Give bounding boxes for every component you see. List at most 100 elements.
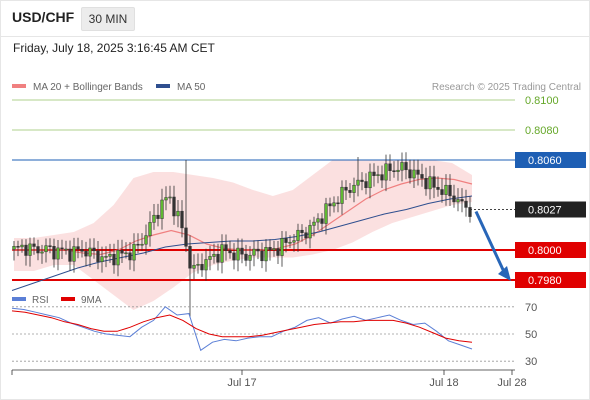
resistance-label: 0.8080 bbox=[525, 125, 559, 137]
candle-up bbox=[272, 248, 276, 251]
pivot-label: 0.8060 bbox=[528, 155, 562, 167]
candle-down bbox=[380, 174, 384, 181]
candle-down bbox=[432, 176, 436, 188]
candle-up bbox=[220, 244, 224, 263]
candle-up bbox=[352, 184, 356, 193]
candle-up bbox=[316, 218, 320, 223]
candle-up bbox=[312, 221, 316, 226]
rsi-legend-swatch bbox=[12, 297, 26, 301]
candle-down bbox=[112, 253, 116, 266]
candle-down bbox=[240, 247, 244, 255]
legend-swatch bbox=[156, 84, 170, 88]
candle-down bbox=[228, 250, 232, 254]
candle-down bbox=[16, 246, 20, 248]
candle-up bbox=[40, 251, 44, 254]
candle-up bbox=[332, 202, 336, 207]
legend-label: MA 50 bbox=[177, 82, 206, 93]
rsi-legend-label: RSI bbox=[32, 295, 49, 306]
candle-up bbox=[428, 176, 432, 190]
candle-down bbox=[24, 244, 28, 256]
time-tick-label: Jul 18 bbox=[429, 377, 458, 389]
candle-up bbox=[208, 256, 212, 260]
candle-up bbox=[376, 174, 380, 176]
candle-up bbox=[144, 235, 148, 245]
candle-up bbox=[28, 243, 32, 256]
candle-down bbox=[408, 169, 412, 179]
candle-down bbox=[424, 178, 428, 190]
candle-up bbox=[212, 253, 216, 257]
candle-down bbox=[32, 243, 36, 247]
candle-down bbox=[304, 232, 308, 239]
candle-down bbox=[276, 248, 280, 256]
candle-down bbox=[320, 218, 324, 224]
candle-up bbox=[160, 199, 164, 219]
chart-date: Friday, July 18, 2025 3:16:45 AM CET bbox=[13, 41, 215, 55]
candle-down bbox=[268, 247, 272, 251]
candle-up bbox=[264, 247, 268, 262]
candle-down bbox=[84, 250, 88, 257]
support-tag bbox=[515, 272, 586, 288]
candle-up bbox=[456, 199, 460, 203]
candle-up bbox=[368, 171, 372, 189]
resistance-label: 0.8100 bbox=[525, 95, 559, 107]
candle-up bbox=[164, 197, 168, 201]
candle-up bbox=[292, 240, 296, 243]
candle-up bbox=[44, 245, 48, 253]
candle-down bbox=[348, 190, 352, 193]
support-label: 0.7980 bbox=[528, 275, 562, 287]
last-price-label: 0.8027 bbox=[528, 205, 562, 217]
rsi-tick-label: 30 bbox=[525, 356, 537, 368]
support-tag bbox=[515, 242, 586, 258]
candle-down bbox=[420, 174, 424, 179]
rsi-legend-label: 9MA bbox=[81, 295, 102, 306]
candle-up bbox=[296, 229, 300, 241]
candle-up bbox=[152, 214, 156, 223]
candle-down bbox=[344, 186, 348, 191]
candle-up bbox=[196, 264, 200, 266]
candle-down bbox=[452, 195, 456, 203]
candle-down bbox=[48, 245, 52, 247]
candle-down bbox=[440, 189, 444, 195]
candle-up bbox=[132, 243, 136, 261]
timeframe-button[interactable]: 30 MIN bbox=[81, 7, 135, 31]
last-price-tag bbox=[515, 201, 586, 218]
candle-down bbox=[464, 200, 468, 208]
candle-down bbox=[300, 229, 304, 233]
candle-down bbox=[364, 181, 368, 188]
candle-up bbox=[148, 222, 152, 236]
candle-down bbox=[260, 250, 264, 262]
rsi-legend-swatch bbox=[61, 297, 75, 301]
candle-down bbox=[392, 170, 396, 172]
legend-label: MA 20 + Bollinger Bands bbox=[33, 82, 143, 93]
candle-down bbox=[80, 249, 84, 252]
candle-down bbox=[404, 162, 408, 171]
symbol-title: USD/CHF bbox=[12, 9, 75, 25]
candle-up bbox=[288, 241, 292, 244]
bollinger-band bbox=[14, 160, 472, 310]
candle-down bbox=[468, 207, 472, 217]
candle-up bbox=[400, 162, 404, 171]
candle-up bbox=[124, 252, 128, 255]
candle-up bbox=[64, 248, 68, 251]
candle-down bbox=[372, 171, 376, 176]
rsi-series-line bbox=[11, 306, 473, 352]
candle-down bbox=[96, 250, 100, 262]
candle-up bbox=[72, 246, 76, 262]
candle-down bbox=[388, 163, 392, 171]
candle-up bbox=[104, 256, 108, 258]
candle-down bbox=[244, 253, 248, 261]
candle-up bbox=[56, 247, 60, 260]
candle-up bbox=[100, 256, 104, 262]
candle-up bbox=[384, 163, 388, 181]
candle-up bbox=[340, 186, 344, 204]
candle-up bbox=[88, 247, 92, 257]
candle-down bbox=[60, 247, 64, 250]
candle-down bbox=[156, 214, 160, 219]
candle-up bbox=[140, 243, 144, 246]
candle-down bbox=[224, 244, 228, 251]
candle-down bbox=[180, 210, 184, 229]
candle-up bbox=[248, 254, 252, 261]
candle-up bbox=[116, 250, 120, 266]
support-label: 0.8000 bbox=[528, 245, 562, 257]
